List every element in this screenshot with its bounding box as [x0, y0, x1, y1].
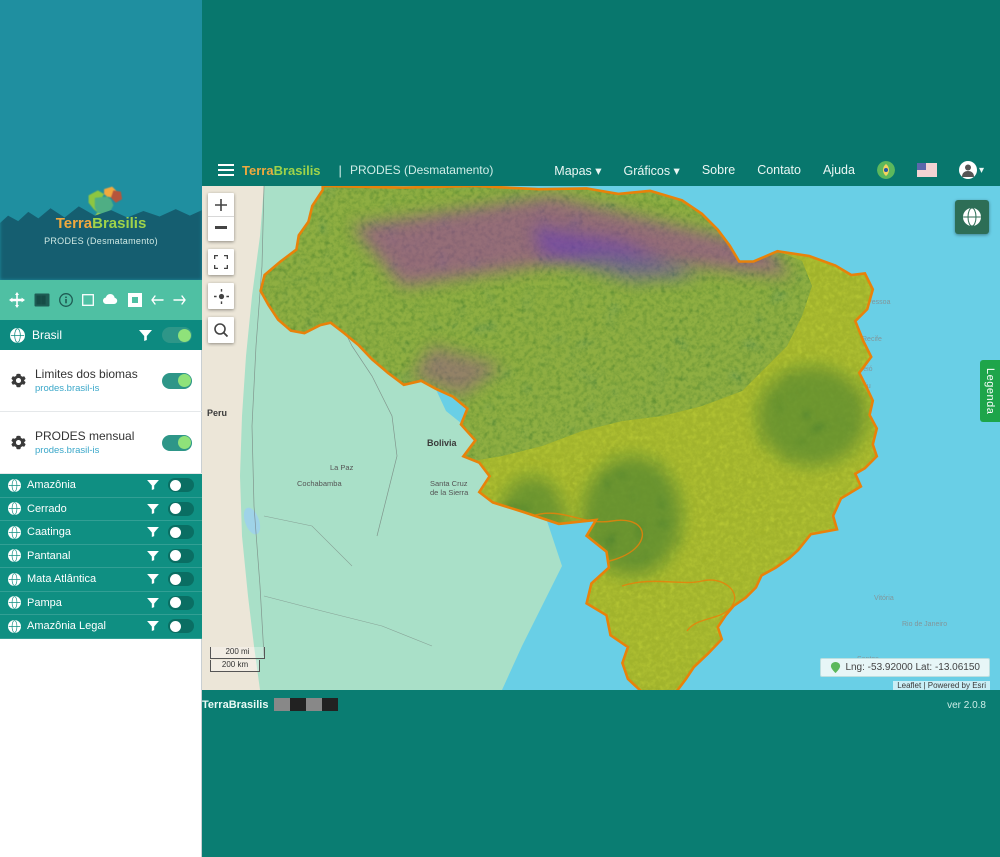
svg-text:La Paz: La Paz	[330, 463, 354, 472]
svg-text:Cochabamba: Cochabamba	[297, 479, 342, 488]
svg-text:Bolivia: Bolivia	[427, 438, 458, 448]
svg-text:Rio de Janeiro: Rio de Janeiro	[902, 621, 947, 628]
svg-text:de la Sierra: de la Sierra	[430, 488, 469, 497]
svg-text:Peru: Peru	[207, 408, 227, 418]
svg-text:Vitória: Vitória	[874, 595, 894, 602]
svg-text:Santa Cruz: Santa Cruz	[430, 479, 468, 488]
